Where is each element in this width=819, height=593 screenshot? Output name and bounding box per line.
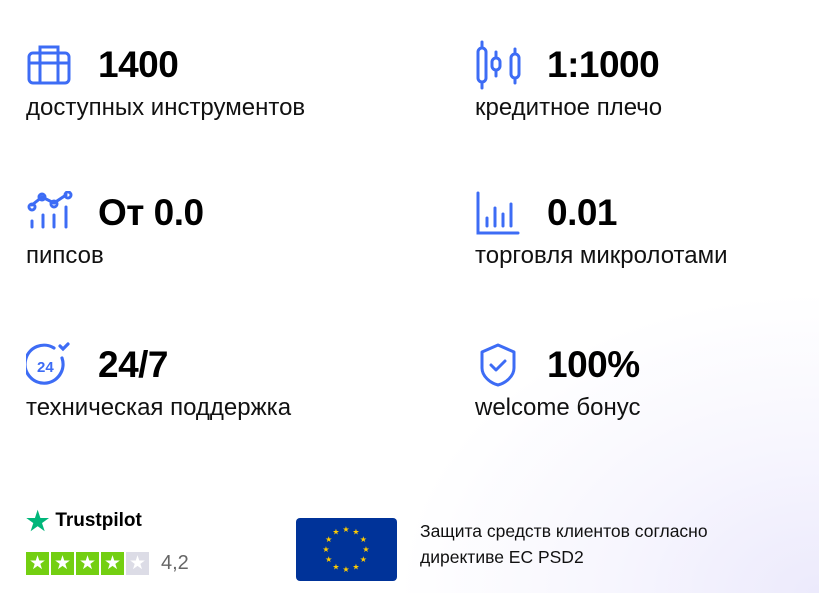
- eu-star-icon: ★: [342, 565, 349, 574]
- trustpilot-logo: Trustpilot: [55, 510, 142, 531]
- eu-star-icon: ★: [322, 545, 329, 554]
- eu-star-icon: ★: [360, 555, 367, 564]
- trustpilot-rating: ★ ★ ★ ★ ★ 4,2: [26, 552, 189, 575]
- star-filled-icon: ★: [76, 552, 99, 575]
- stat-value: 24/7: [98, 344, 169, 385]
- shield-check-icon: [475, 340, 527, 390]
- stat-microlots: 0.01 торговля микролотами: [475, 188, 819, 270]
- star-filled-icon: ★: [26, 552, 49, 575]
- bar-chart-icon: [475, 188, 527, 238]
- eu-star-icon: ★: [332, 528, 339, 537]
- svg-text:24: 24: [37, 359, 54, 376]
- stat-value: От 0.0: [98, 192, 204, 233]
- star-empty-icon: ★: [126, 552, 149, 575]
- stat-value: 0.01: [547, 192, 618, 233]
- trustpilot-widget[interactable]: ★ Trustpilot ★ ★ ★ ★ ★ 4,2: [26, 508, 189, 575]
- stat-label: доступных инструментов: [26, 94, 306, 121]
- trustpilot-star-icon: ★: [26, 506, 50, 536]
- eu-star-icon: ★: [362, 545, 369, 554]
- eu-text-line-2: директиве ЕС PSD2: [420, 547, 584, 567]
- stat-value: 1400: [98, 44, 179, 85]
- eu-star-icon: ★: [360, 535, 367, 544]
- star-filled-icon: ★: [101, 552, 124, 575]
- stat-bonus: 100% welcome бонус: [475, 340, 819, 422]
- eu-flag: ★ ★ ★ ★ ★ ★ ★ ★ ★ ★ ★ ★: [296, 518, 397, 581]
- stat-label: торговля микролотами: [475, 242, 728, 269]
- stat-label: пипсов: [26, 242, 104, 269]
- rating-value: 4,2: [161, 552, 189, 574]
- stat-value: 100%: [547, 344, 640, 385]
- eu-protection-text: Защита средств клиентов согласно директи…: [420, 518, 708, 570]
- support-24-icon: 24: [26, 340, 78, 390]
- eu-star-icon: ★: [352, 528, 359, 537]
- stat-label: техническая поддержка: [26, 394, 292, 421]
- eu-star-icon: ★: [342, 525, 349, 534]
- eu-star-icon: ★: [332, 562, 339, 571]
- eu-star-icon: ★: [325, 535, 332, 544]
- line-chart-icon: [26, 188, 78, 238]
- star-filled-icon: ★: [51, 552, 74, 575]
- stat-spread: От 0.0 пипсов: [26, 188, 426, 270]
- briefcase-icon: [26, 40, 78, 90]
- stat-value: 1:1000: [547, 44, 660, 85]
- stat-label: кредитное плечо: [475, 94, 663, 121]
- stat-instruments: 1400 доступных инструментов: [26, 40, 426, 122]
- eu-star-icon: ★: [352, 562, 359, 571]
- stat-leverage: 1:1000 кредитное плечо: [475, 40, 819, 122]
- eu-star-icon: ★: [325, 555, 332, 564]
- stat-support: 24 24/7 техническая поддержка: [26, 340, 426, 422]
- stat-label: welcome бонус: [475, 394, 641, 421]
- candlestick-icon: [475, 40, 527, 90]
- eu-text-line-1: Защита средств клиентов согласно: [420, 521, 708, 541]
